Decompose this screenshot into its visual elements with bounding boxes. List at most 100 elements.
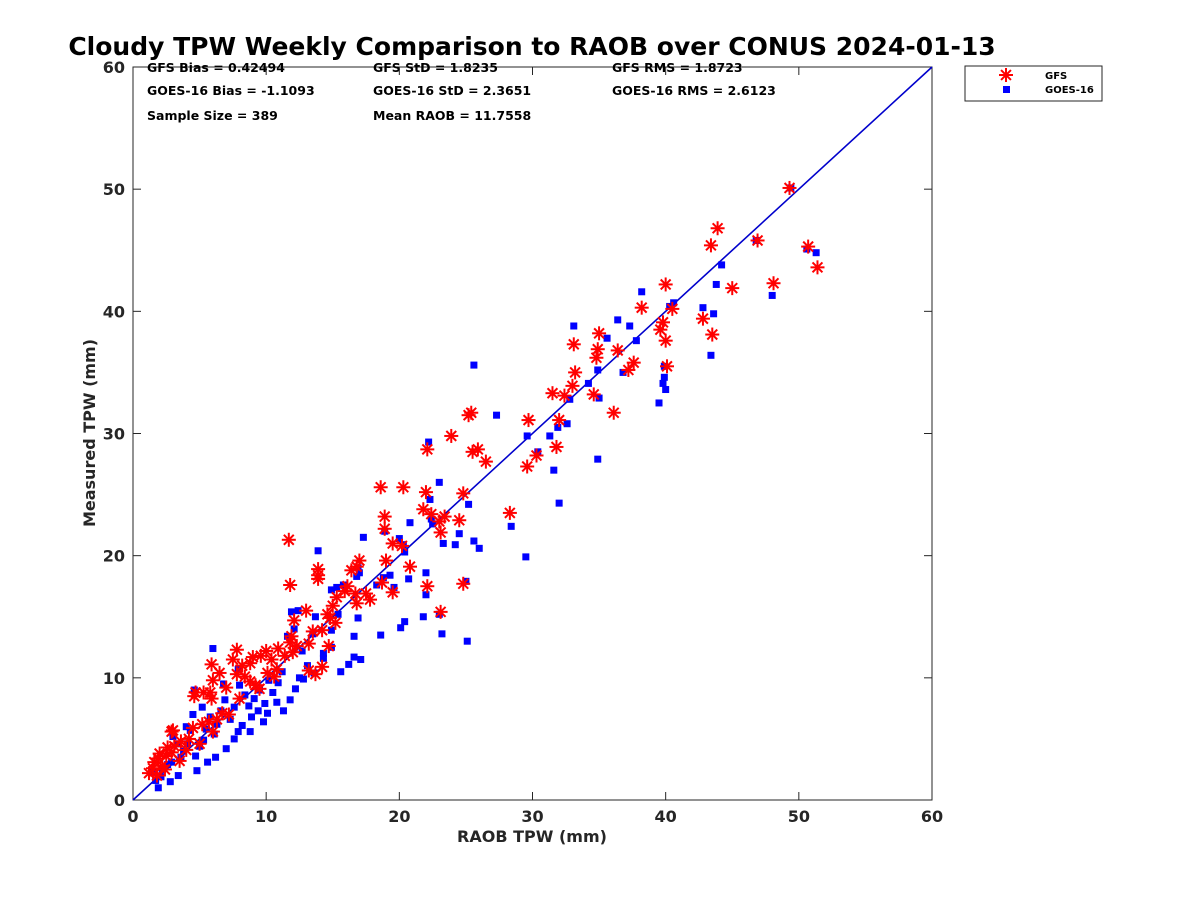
gfs-point bbox=[502, 505, 517, 520]
goes-16-point bbox=[662, 386, 670, 394]
goes-16-point bbox=[337, 668, 345, 676]
goes-16-point bbox=[435, 478, 443, 486]
gfs-point bbox=[420, 579, 435, 594]
goes-16-point bbox=[234, 728, 242, 736]
gfs-point bbox=[801, 239, 816, 254]
goes-16-point bbox=[166, 778, 174, 786]
goes-16-point bbox=[422, 591, 430, 599]
stat-sample-size: Sample Size = 389 bbox=[147, 108, 278, 123]
goes-16-point bbox=[401, 618, 409, 626]
gfs-point bbox=[521, 413, 536, 428]
gfs-point bbox=[416, 502, 431, 517]
goes-16-series bbox=[149, 184, 820, 792]
goes-16-point bbox=[193, 767, 201, 775]
gfs-point bbox=[549, 439, 564, 454]
gfs-point bbox=[375, 575, 390, 590]
goes-16-point bbox=[152, 776, 160, 784]
gfs-point bbox=[529, 448, 544, 463]
gfs-point bbox=[271, 641, 286, 656]
goes-16-point bbox=[260, 718, 268, 726]
goes-16-point bbox=[546, 432, 554, 440]
gfs-point bbox=[165, 723, 180, 738]
goes-16-point bbox=[174, 772, 182, 780]
goes-16-point bbox=[619, 368, 627, 376]
y-axis-label: Measured TPW (mm) bbox=[80, 339, 99, 527]
goes-16-point bbox=[221, 696, 229, 704]
goes-16-point bbox=[274, 679, 282, 687]
gfs-point bbox=[420, 442, 435, 457]
gfs-point bbox=[377, 509, 392, 524]
goes-16-point bbox=[230, 735, 238, 743]
goes-16-point bbox=[660, 373, 668, 381]
legend-goes-marker bbox=[1003, 86, 1010, 93]
gfs-series bbox=[141, 180, 825, 783]
gfs-point bbox=[552, 413, 567, 428]
gfs-point bbox=[204, 657, 219, 672]
gfs-point bbox=[164, 745, 179, 760]
gfs-point bbox=[287, 613, 302, 628]
gfs-point bbox=[810, 260, 825, 275]
gfs-point bbox=[402, 559, 417, 574]
goes-16-point bbox=[189, 710, 197, 718]
gfs-point bbox=[565, 378, 580, 393]
gfs-point bbox=[658, 333, 673, 348]
y-tick-label: 30 bbox=[103, 425, 125, 444]
gfs-point bbox=[621, 362, 636, 377]
goes-16-point bbox=[245, 702, 253, 710]
goes-16-point bbox=[222, 745, 230, 753]
stat-goes-bias: GOES-16 Bias = -1.1093 bbox=[147, 83, 315, 98]
gfs-point bbox=[185, 720, 200, 735]
stat-goes-rms: GOES-16 RMS = 2.6123 bbox=[612, 83, 776, 98]
goes-16-point bbox=[353, 572, 361, 580]
gfs-point bbox=[311, 571, 326, 586]
gfs-point bbox=[379, 553, 394, 568]
legend-goes-label: GOES-16 bbox=[1045, 85, 1094, 96]
goes-16-point bbox=[230, 703, 238, 711]
gfs-point bbox=[385, 585, 400, 600]
x-tick-label: 60 bbox=[921, 807, 943, 826]
goes-16-point bbox=[470, 537, 478, 545]
goes-16-point bbox=[355, 569, 363, 577]
gfs-point bbox=[695, 311, 710, 326]
goes-16-point bbox=[254, 707, 262, 715]
goes-16-point bbox=[359, 533, 367, 541]
goes-16-point bbox=[812, 249, 820, 257]
goes-16-point bbox=[354, 614, 362, 622]
goes-16-point bbox=[422, 569, 430, 577]
goes-16-point bbox=[291, 685, 299, 693]
goes-16-point bbox=[212, 753, 220, 761]
goes-16-point bbox=[327, 586, 335, 594]
gfs-point bbox=[610, 343, 625, 358]
gfs-point bbox=[520, 459, 535, 474]
goes-16-point bbox=[463, 637, 471, 645]
goes-16-point bbox=[198, 703, 206, 711]
gfs-point bbox=[566, 337, 581, 352]
gfs-point bbox=[658, 277, 673, 292]
goes-16-point bbox=[566, 395, 574, 403]
legend-gfs-marker bbox=[999, 68, 1013, 82]
goes-16-point bbox=[290, 625, 298, 633]
x-tick-label: 40 bbox=[655, 807, 677, 826]
legend: GFS GOES-16 bbox=[964, 65, 1103, 102]
goes-16-point bbox=[204, 758, 212, 766]
gfs-point bbox=[221, 707, 236, 722]
goes-16-point bbox=[154, 784, 162, 792]
goes-16-point bbox=[670, 299, 678, 307]
goes-16-point bbox=[350, 653, 358, 661]
gfs-point bbox=[592, 326, 607, 341]
goes-16-point bbox=[438, 630, 446, 638]
goes-16-point bbox=[406, 519, 414, 527]
gfs-point bbox=[301, 663, 316, 678]
y-tick-label: 10 bbox=[103, 669, 125, 688]
goes-16-point bbox=[768, 291, 776, 299]
goes-16-point bbox=[263, 709, 271, 717]
gfs-point bbox=[192, 736, 207, 751]
goes-16-point bbox=[357, 656, 365, 664]
goes-16-point bbox=[295, 674, 303, 682]
goes-16-point bbox=[269, 688, 277, 696]
stat-mean-raob: Mean RAOB = 11.7558 bbox=[373, 108, 531, 123]
goes-16-point bbox=[319, 649, 327, 657]
gfs-point bbox=[232, 691, 247, 706]
gfs-point bbox=[315, 623, 330, 638]
gfs-point bbox=[634, 300, 649, 315]
